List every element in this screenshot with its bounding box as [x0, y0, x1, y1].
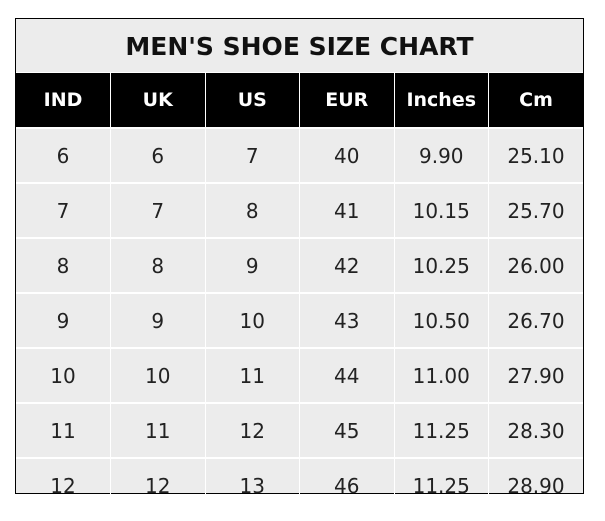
table-cell: 7: [204, 127, 300, 183]
table-cell: 11.00: [393, 347, 489, 403]
table-cell: 10: [16, 347, 111, 403]
column-header-cm: Cm: [488, 73, 583, 128]
table-cell: 9: [204, 237, 300, 293]
table-cell: 12: [16, 457, 111, 512]
table-cell: 10.50: [393, 292, 489, 348]
table-cell: 28.30: [488, 402, 583, 458]
table-cell: 43: [299, 292, 394, 348]
column-header-ind: IND: [16, 73, 111, 128]
table-cell: 9: [16, 292, 111, 348]
chart-title: MEN'S SHOE SIZE CHART: [16, 19, 583, 73]
table-cell: 6: [110, 127, 205, 183]
table-row: 7 7 8 41 10.15 25.70: [16, 182, 583, 238]
table-cell: 8: [110, 237, 205, 293]
table-cell: 11: [204, 347, 300, 403]
table-row: 6 6 7 40 9.90 25.10: [16, 127, 583, 183]
table-cell: 11.25: [393, 457, 489, 512]
table-cell: 9.90: [393, 127, 489, 183]
table-cell: 12: [204, 402, 300, 458]
table-cell: 7: [110, 182, 205, 238]
size-chart: MEN'S SHOE SIZE CHART IND UK US EUR Inches Cm…: [15, 18, 584, 512]
table-cell: 44: [299, 347, 394, 403]
table-cell: 45: [299, 402, 394, 458]
column-header-uk: UK: [110, 73, 205, 128]
table-cell: 42: [299, 237, 394, 293]
column-header-eur: EUR: [299, 73, 394, 128]
table-cell: 10: [204, 292, 300, 348]
table-cell: 26.70: [488, 292, 583, 348]
table-cell: 8: [16, 237, 111, 293]
table-row: 10 10 11 44 11.00 27.90: [16, 347, 583, 403]
header-row: IND UK US EUR Inches Cm: [16, 73, 583, 128]
table-cell: 9: [110, 292, 205, 348]
table-row: 9 9 10 43 10.50 26.70: [16, 292, 583, 348]
table-cell: 10.25: [393, 237, 489, 293]
table-cell: 27.90: [488, 347, 583, 403]
table-cell: 7: [16, 182, 111, 238]
table-row: 11 11 12 45 11.25 28.30: [16, 402, 583, 458]
column-header-us: US: [204, 73, 300, 128]
table-cell: 25.70: [488, 182, 583, 238]
table-cell: 28.90: [488, 457, 583, 512]
table-cell: 26.00: [488, 237, 583, 293]
table-cell: 6: [16, 127, 111, 183]
table-cell: 11.25: [393, 402, 489, 458]
column-header-inches: Inches: [393, 73, 489, 128]
table-cell: 10.15: [393, 182, 489, 238]
table-cell: 25.10: [488, 127, 583, 183]
table-cell: 10: [110, 347, 205, 403]
table-row: 8 8 9 42 10.25 26.00: [16, 237, 583, 293]
table-cell: 40: [299, 127, 394, 183]
table-cell: 11: [16, 402, 111, 458]
table-cell: 11: [110, 402, 205, 458]
table-cell: 8: [204, 182, 300, 238]
table-cell: 46: [299, 457, 394, 512]
table-cell: 41: [299, 182, 394, 238]
table-row: 12 12 13 46 11.25 28.90: [16, 457, 583, 512]
table-cell: 12: [110, 457, 205, 512]
table-cell: 13: [204, 457, 300, 512]
size-table: IND UK US EUR Inches Cm 6 6 7 40 9.90 25.10 7 7 8 41 10…: [16, 73, 583, 512]
